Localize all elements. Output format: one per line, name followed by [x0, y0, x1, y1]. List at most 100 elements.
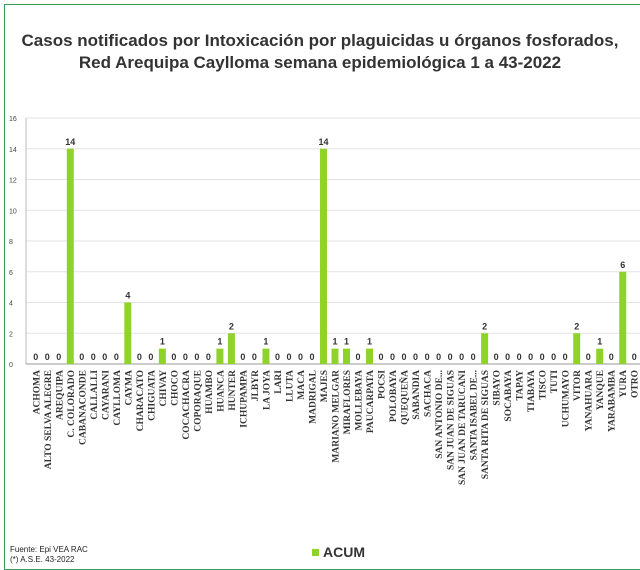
data-label-2: 0 — [56, 352, 61, 362]
data-label-23: 0 — [298, 352, 303, 362]
x-tick-label-14: COPORAQUE — [193, 370, 203, 432]
x-tick-label-38: SANTA ISABEL DE... — [470, 370, 480, 460]
x-tick-label-43: TIABAYA — [527, 370, 537, 412]
x-tick-label-32: QUEQUEÑA — [399, 370, 411, 425]
data-label-43: 0 — [528, 352, 533, 362]
data-label-25: 14 — [318, 137, 328, 147]
data-label-32: 0 — [402, 352, 407, 362]
legend-label: ACUM — [323, 544, 365, 560]
data-label-18: 0 — [240, 352, 245, 362]
x-tick-label-7: CAYLLOMA — [113, 370, 123, 426]
data-label-13: 0 — [183, 352, 188, 362]
x-tick-label-18: ICHUPAMPA — [239, 370, 249, 428]
x-tick-label-10: CHIGUATA — [147, 370, 157, 421]
data-label-30: 0 — [379, 352, 384, 362]
data-label-22: 0 — [286, 352, 291, 362]
x-tick-label-26: MARIANO MELGAR — [332, 370, 342, 463]
y-tick-label-1: 2 — [9, 331, 13, 338]
x-tick-label-31: POLOBAYA — [389, 370, 399, 422]
data-label-28: 0 — [356, 352, 361, 362]
data-label-37: 0 — [459, 352, 464, 362]
x-tick-label-21: LARI — [274, 370, 284, 394]
bar-47 — [573, 333, 581, 364]
chart-title-line2: Red Arequipa Caylloma semana epidemiológ… — [78, 53, 562, 72]
x-tick-label-22: LLUTA — [285, 370, 295, 402]
bar-25 — [319, 148, 327, 364]
data-label-35: 0 — [436, 352, 441, 362]
bar-16 — [216, 348, 224, 364]
data-label-41: 0 — [505, 352, 510, 362]
data-label-52: 0 — [632, 352, 637, 362]
data-label-11: 1 — [160, 337, 165, 347]
data-label-1: 0 — [45, 352, 50, 362]
y-tick-label-7: 14 — [9, 147, 17, 154]
x-tick-label-41: SOCABAYA — [504, 370, 514, 422]
x-tick-label-51: YURA — [619, 370, 629, 398]
y-tick-label-2: 4 — [9, 301, 13, 308]
bar-17 — [227, 333, 235, 364]
legend: ACUM — [312, 544, 365, 560]
data-label-0: 0 — [33, 352, 38, 362]
x-tick-label-30: POCSI — [378, 370, 388, 399]
x-tick-label-46: UCHUMAYO — [562, 370, 572, 427]
x-tick-label-34: SACHACA — [424, 370, 434, 417]
x-tick-label-33: SABANDIA — [412, 370, 422, 420]
data-label-8: 4 — [125, 291, 130, 301]
x-tick-label-23: MACA — [297, 370, 307, 400]
bar-3 — [66, 148, 74, 364]
x-tick-label-13: COCACHACRA — [182, 370, 192, 440]
data-label-4: 0 — [79, 352, 84, 362]
x-tick-label-35: SAN ANTONIO DE... — [435, 370, 445, 459]
x-tick-label-5: CALLALLI — [90, 370, 100, 420]
bar-29 — [366, 348, 374, 364]
x-tick-label-19: JLBYR — [251, 370, 261, 401]
data-label-9: 0 — [137, 352, 142, 362]
source-note: Fuente: Epi VEA RAC (*) A.S.E. 43-2022 — [10, 545, 88, 565]
data-label-51: 6 — [620, 260, 625, 270]
data-label-19: 0 — [252, 352, 257, 362]
data-label-38: 0 — [471, 352, 476, 362]
x-tick-label-1: ALTO SELVA ALEGRE — [44, 370, 54, 469]
data-label-16: 1 — [217, 337, 222, 347]
x-tick-label-0: ACHOMA — [32, 370, 42, 414]
x-tick-label-48: YANAHUARA — [585, 370, 595, 432]
data-label-49: 1 — [597, 337, 602, 347]
x-tick-label-11: CHIVAY — [159, 370, 169, 407]
x-tick-label-45: TUTI — [550, 370, 560, 394]
data-label-48: 0 — [586, 352, 591, 362]
data-label-36: 0 — [448, 352, 453, 362]
bar-39 — [481, 333, 489, 364]
bar-27 — [343, 348, 351, 364]
data-label-10: 0 — [148, 352, 153, 362]
data-label-46: 0 — [563, 352, 568, 362]
data-label-26: 1 — [332, 337, 337, 347]
x-tick-label-8: CAYMA — [124, 370, 134, 406]
bar-26 — [331, 348, 339, 364]
y-tick-label-6: 12 — [9, 178, 17, 185]
data-label-27: 1 — [344, 337, 349, 347]
x-tick-label-15: HUAMBO — [205, 370, 215, 414]
x-tick-label-27: MIRAFLORES — [343, 370, 353, 434]
data-label-3: 14 — [65, 137, 75, 147]
data-label-39: 2 — [482, 321, 487, 331]
x-tick-label-6: CAYARANI — [101, 370, 111, 420]
x-tick-label-25: MAJES — [320, 370, 330, 402]
source-line1: Fuente: Epi VEA RAC — [10, 545, 88, 554]
x-tick-label-42: TAPAY — [516, 370, 526, 401]
data-label-42: 0 — [517, 352, 522, 362]
data-label-29: 1 — [367, 337, 372, 347]
legend-swatch — [312, 548, 319, 556]
data-label-33: 0 — [413, 352, 418, 362]
x-tick-label-28: MOLLEBAYA — [355, 370, 365, 431]
x-tick-label-39: SANTA RITA DE SIGUAS — [481, 370, 491, 479]
data-label-47: 2 — [574, 321, 579, 331]
data-label-21: 0 — [275, 352, 280, 362]
data-label-15: 0 — [206, 352, 211, 362]
data-label-24: 0 — [309, 352, 314, 362]
x-tick-label-52: OTRO — [631, 370, 640, 398]
data-label-6: 0 — [102, 352, 107, 362]
data-label-45: 0 — [551, 352, 556, 362]
x-tick-label-47: VITOR — [573, 370, 583, 401]
x-tick-label-37: SAN JUAN DE TARUCANI — [458, 370, 468, 485]
